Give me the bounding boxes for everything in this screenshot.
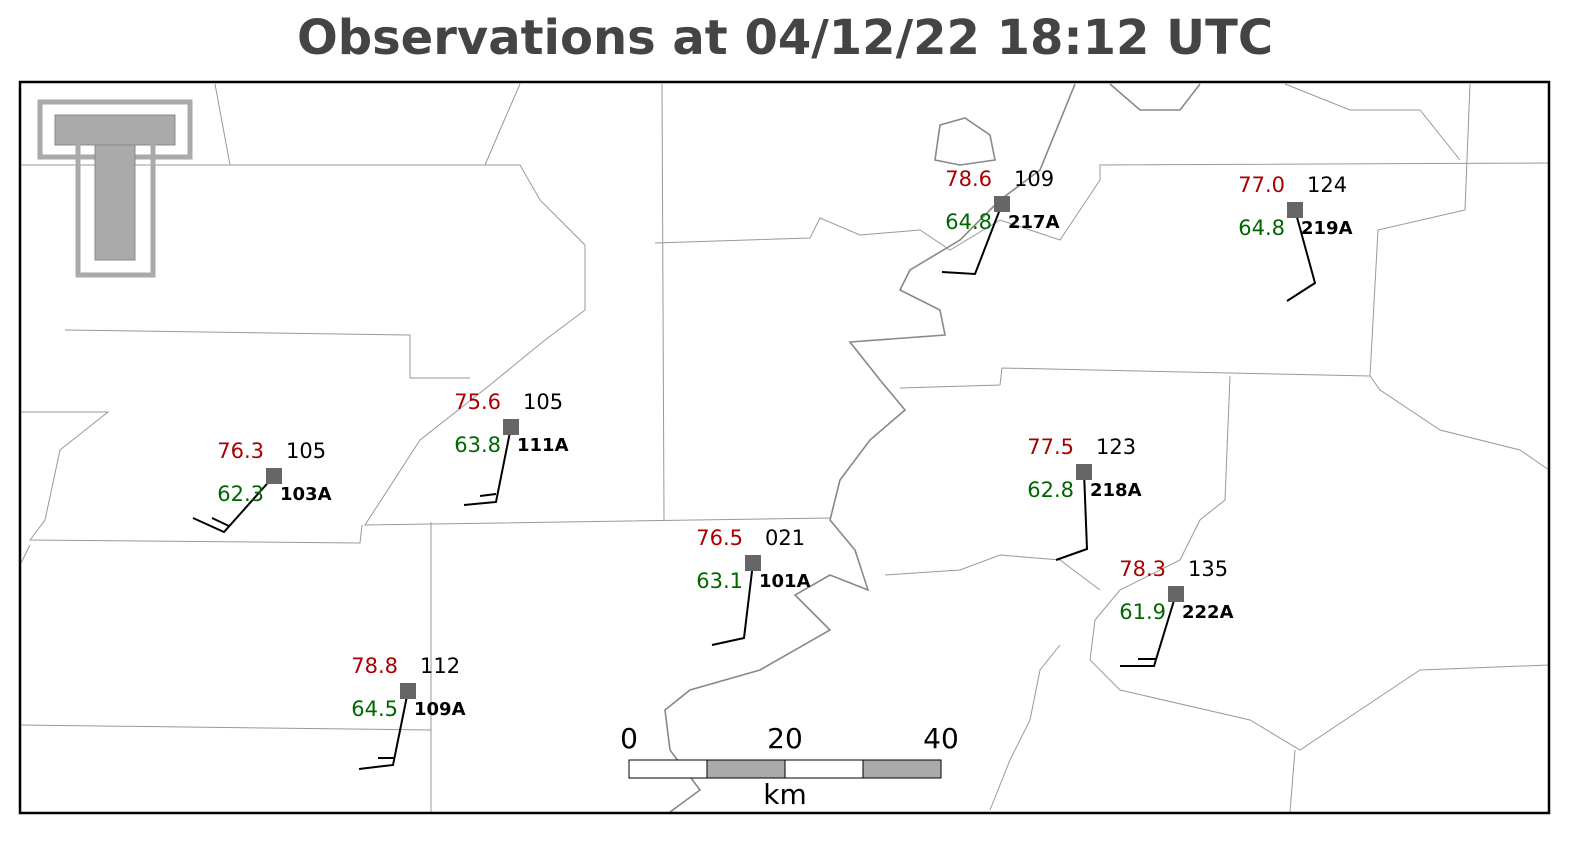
dewpoint: 64.8 [945,210,992,234]
station-id: 109A [414,699,466,720]
station-marker [503,419,519,435]
wind-barb-flag [211,517,230,527]
station-marker [266,468,282,484]
scale-segment [862,759,942,779]
station-id: 218A [1090,480,1142,501]
wind-barb [463,426,512,506]
temperature: 75.6 [454,390,501,414]
wind-barb [1286,209,1317,302]
dewpoint: 63.8 [454,433,501,457]
temperature: 78.3 [1119,557,1166,581]
pressure: 112 [420,654,460,678]
title: Observations at 04/12/22 18:12 UTC [297,10,1273,66]
scale-segment [628,759,708,779]
scale-label: 0 [620,722,638,755]
scale-unit: km [763,778,807,811]
temperature: 76.3 [217,439,264,463]
dewpoint: 61.9 [1119,600,1166,624]
temperature: 78.6 [945,167,992,191]
station-id: 101A [759,571,811,592]
wind-barb [711,562,754,646]
wind-barb-flag [479,493,497,497]
station-marker [400,683,416,699]
scale-segment [784,759,864,779]
pressure: 124 [1307,173,1347,197]
pressure: 123 [1096,435,1136,459]
station-id: 111A [517,435,569,456]
wind-barb [1120,593,1177,667]
temperature: 77.0 [1238,173,1285,197]
station-plots: 78.6 109 64.8 217A 77.0 124 64.8 219A 75.6 105 63.… [192,167,1353,770]
rivers [664,83,1201,813]
station-id: 103A [280,484,332,505]
wind-barb [358,690,409,770]
pressure: 105 [523,390,563,414]
map-frame [18,80,1551,815]
station-marker [994,196,1010,212]
logo [37,99,193,278]
station-marker [1287,202,1303,218]
station-id: 219A [1301,218,1353,239]
temperature: 78.8 [351,654,398,678]
pressure: 109 [1014,167,1054,191]
dewpoint: 62.3 [217,482,264,506]
dewpoint: 63.1 [696,569,743,593]
station-marker [1168,586,1184,602]
station-id: 222A [1182,602,1234,623]
temperature: 77.5 [1027,435,1074,459]
pressure: 105 [286,439,326,463]
wind-barb [1055,471,1089,561]
station-marker [1076,464,1092,480]
pressure: 135 [1188,557,1228,581]
dewpoint: 64.8 [1238,216,1285,240]
scale-segment [706,759,786,779]
boundaries [19,83,1550,813]
scale-label: 40 [923,722,959,755]
wind-barb [941,203,1003,276]
wind-barb [192,475,275,534]
station-marker [745,555,761,571]
scale-bar: 0 20 40 km [620,722,959,811]
pressure: 021 [765,526,805,550]
dewpoint: 64.5 [351,697,398,721]
station-id: 217A [1008,212,1060,233]
dewpoint: 62.8 [1027,478,1074,502]
temperature: 76.5 [696,526,743,550]
scale-label: 20 [767,722,803,755]
